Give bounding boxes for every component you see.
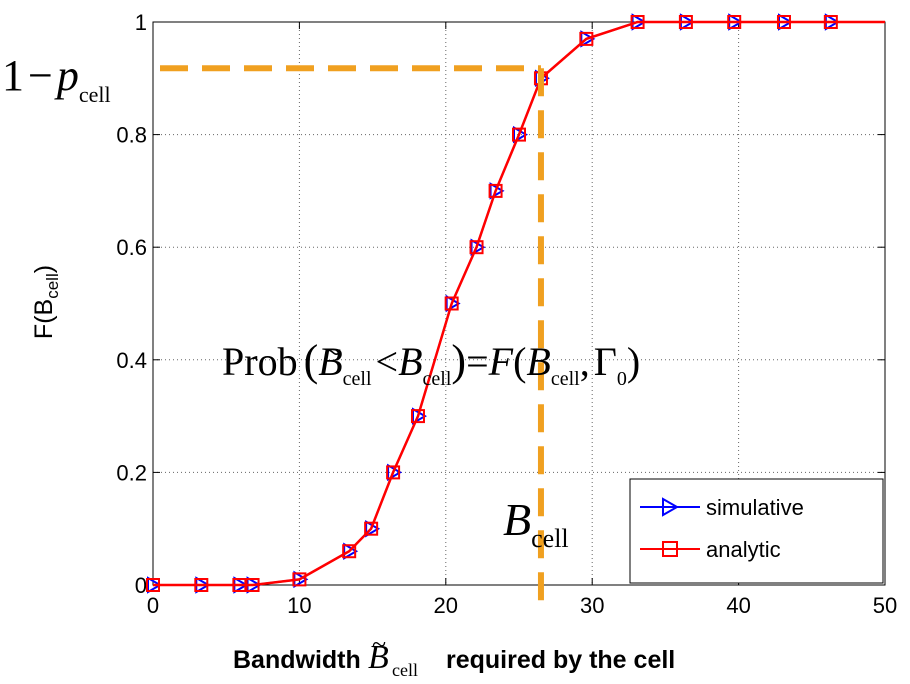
legend-box bbox=[629, 478, 884, 584]
quantile-sub: cell bbox=[531, 524, 569, 553]
point-analytic bbox=[194, 578, 209, 592]
legend: simulative analytic bbox=[629, 478, 884, 584]
formula-rparen: ) bbox=[451, 336, 466, 385]
point-analytic bbox=[727, 15, 742, 29]
point-analytic bbox=[776, 15, 791, 29]
y-tick-labels: 0 0.2 0.4 0.6 0.8 1 bbox=[116, 10, 147, 598]
x-axis-label-var: B bbox=[368, 639, 389, 676]
quantile-label: Bcell bbox=[503, 494, 569, 553]
formula-b: B bbox=[398, 339, 422, 384]
formula-fclose: ) bbox=[627, 339, 640, 384]
formula-sub3: cell bbox=[551, 368, 580, 390]
point-analytic bbox=[146, 578, 160, 592]
formula-f: F bbox=[488, 339, 514, 384]
point-analytic bbox=[488, 183, 503, 198]
point-analytic bbox=[232, 578, 247, 592]
series-line-analytic bbox=[153, 20, 885, 587]
x-axis-label-post: required by the cell bbox=[446, 646, 675, 674]
formula-lt: < bbox=[376, 339, 399, 384]
x-tick-labels: 0 10 20 30 40 50 bbox=[147, 593, 897, 618]
point-analytic bbox=[630, 15, 645, 29]
y-tick-label: 0.8 bbox=[116, 123, 147, 148]
ylabel-main: F(B bbox=[30, 299, 58, 339]
legend-marker-analytic bbox=[662, 541, 678, 557]
point-analytic bbox=[469, 240, 484, 255]
formula-lparen: ( bbox=[304, 336, 319, 385]
ylabel-close: ) bbox=[30, 265, 58, 273]
point-analytic bbox=[245, 578, 260, 592]
formula-prob: Prob bbox=[222, 339, 298, 384]
point-analytic bbox=[512, 127, 526, 142]
formula-btilde: B bbox=[318, 339, 342, 384]
axes-frame bbox=[152, 21, 886, 586]
ylabel-sub: cell bbox=[43, 273, 62, 299]
x-tick-label: 40 bbox=[726, 593, 750, 618]
formula-sub1: cell bbox=[343, 368, 372, 390]
threshold-p: p bbox=[54, 51, 79, 100]
x-axis-label-sub: cell bbox=[392, 660, 418, 680]
point-analytic bbox=[579, 31, 594, 46]
formula-sub2: cell bbox=[423, 368, 452, 390]
y-tick-label: 1 bbox=[135, 10, 147, 35]
formula-comma: , bbox=[580, 339, 590, 384]
point-analytic bbox=[364, 521, 379, 536]
threshold-minus: − bbox=[28, 51, 53, 100]
formula-gamma: Γ bbox=[594, 339, 617, 384]
y-tick-label: 0.6 bbox=[116, 235, 147, 260]
formula-annotation: Prob (Bcell <Bcell)=F(Bcell, Γ0) bbox=[222, 336, 640, 390]
series-analytic bbox=[146, 15, 885, 592]
x-tick-label: 0 bbox=[147, 593, 159, 618]
formula-gsub: 0 bbox=[617, 368, 627, 390]
point-analytic bbox=[292, 572, 307, 587]
formula-eq: = bbox=[466, 339, 489, 384]
quantile-b: B bbox=[503, 494, 531, 545]
formula-tilde: ~ bbox=[324, 334, 341, 370]
x-axis-label-pre: Bandwidth bbox=[233, 646, 361, 674]
y-tick-label: 0.2 bbox=[116, 460, 147, 485]
x-tick-label: 20 bbox=[434, 593, 458, 618]
threshold-label: 1−pcell bbox=[2, 51, 111, 107]
formula-b3: B bbox=[526, 339, 550, 384]
y-tick-label: 0 bbox=[135, 573, 147, 598]
legend-label-simulative: simulative bbox=[706, 495, 804, 520]
point-analytic bbox=[410, 409, 425, 424]
legend-label-analytic: analytic bbox=[706, 537, 781, 562]
point-analytic bbox=[386, 465, 401, 480]
annotation-dashes bbox=[160, 65, 544, 613]
series-layer bbox=[146, 13, 885, 594]
x-tick-label: 30 bbox=[580, 593, 604, 618]
threshold-sub: cell bbox=[79, 82, 111, 107]
x-tick-label: 10 bbox=[287, 593, 311, 618]
point-analytic bbox=[823, 15, 838, 29]
y-tick-label: 0.4 bbox=[116, 348, 147, 373]
x-axis-label-tilde: ~ bbox=[372, 630, 386, 659]
y-axis-label: F(Bcell) bbox=[30, 265, 62, 339]
threshold-one: 1 bbox=[2, 51, 24, 100]
x-tick-label: 50 bbox=[873, 593, 897, 618]
point-analytic bbox=[444, 296, 459, 311]
point-analytic bbox=[678, 15, 693, 29]
point-analytic bbox=[342, 544, 357, 559]
formula-fopen: ( bbox=[513, 339, 526, 384]
legend-marker-simulative bbox=[662, 497, 680, 517]
